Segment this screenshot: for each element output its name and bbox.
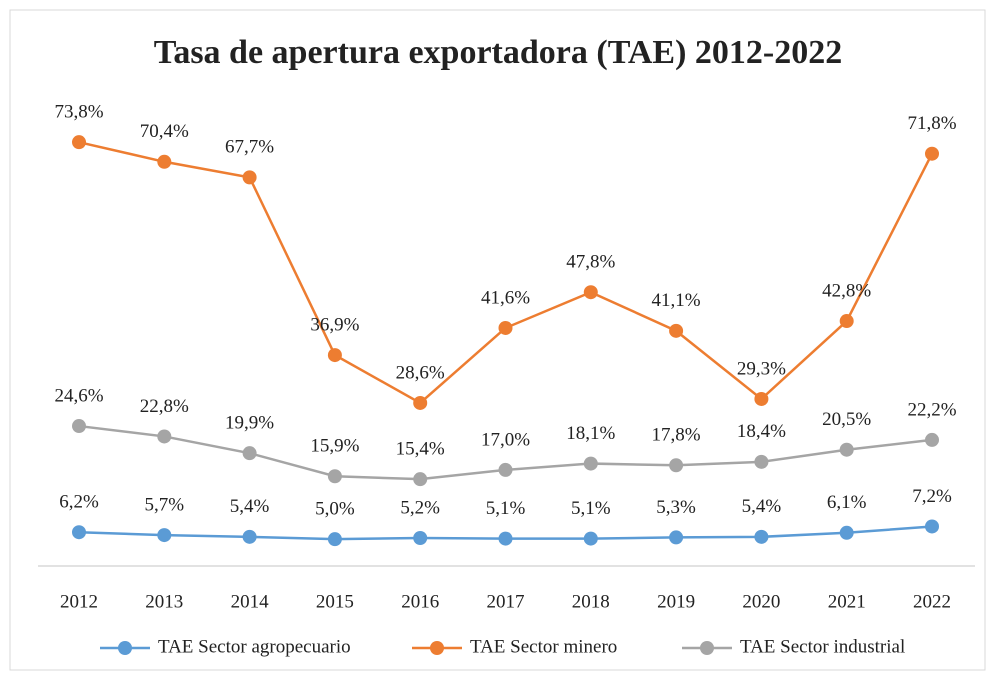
legend-label: TAE Sector industrial xyxy=(740,636,905,657)
data-label: 24,6% xyxy=(54,385,103,406)
data-label: 5,3% xyxy=(656,497,696,518)
point xyxy=(839,525,854,540)
x-tick-label: 2015 xyxy=(316,591,354,612)
data-label: 7,2% xyxy=(912,486,952,507)
data-label: 73,8% xyxy=(54,102,103,123)
data-label: 5,4% xyxy=(742,496,782,517)
data-label: 15,9% xyxy=(310,436,359,457)
data-label: 67,7% xyxy=(225,137,274,158)
x-tick-label: 2018 xyxy=(572,591,610,612)
data-label: 17,8% xyxy=(652,425,701,446)
data-label: 41,1% xyxy=(652,290,701,311)
point xyxy=(72,525,86,540)
x-tick-label: 2019 xyxy=(657,591,695,612)
legend-marker xyxy=(700,641,714,655)
point xyxy=(157,429,172,444)
point xyxy=(157,528,172,543)
point xyxy=(413,472,428,487)
data-label: 20,5% xyxy=(822,409,871,430)
point xyxy=(925,519,939,534)
point xyxy=(242,170,257,185)
point xyxy=(583,531,598,546)
data-label: 18,1% xyxy=(566,423,615,444)
data-label: 15,4% xyxy=(396,439,445,460)
data-label: 5,4% xyxy=(230,496,270,517)
data-label: 47,8% xyxy=(566,252,615,273)
data-label: 6,1% xyxy=(827,492,867,513)
point xyxy=(157,154,172,169)
data-label: 5,7% xyxy=(145,494,185,515)
data-label: 19,9% xyxy=(225,413,274,434)
point xyxy=(925,146,939,161)
x-tick-label: 2014 xyxy=(231,591,270,612)
point xyxy=(242,446,257,461)
point xyxy=(498,320,513,335)
point xyxy=(754,454,769,469)
point xyxy=(583,456,598,471)
point xyxy=(498,531,513,546)
point xyxy=(413,395,428,410)
data-label: 71,8% xyxy=(907,113,956,134)
data-label: 18,4% xyxy=(737,421,786,442)
legend-marker xyxy=(118,641,132,655)
point xyxy=(413,530,428,545)
point xyxy=(583,285,598,300)
point xyxy=(754,529,769,544)
data-label: 36,9% xyxy=(310,314,359,335)
x-tick-label: 2020 xyxy=(742,591,780,612)
point xyxy=(327,532,342,547)
point xyxy=(839,314,854,329)
x-tick-label: 2017 xyxy=(487,591,525,612)
data-label: 29,3% xyxy=(737,358,786,379)
x-tick-label: 2022 xyxy=(913,591,951,612)
point xyxy=(72,419,86,434)
point xyxy=(839,442,854,457)
point xyxy=(327,469,342,484)
x-tick-label: 2012 xyxy=(60,591,98,612)
point xyxy=(669,530,684,545)
point xyxy=(925,432,939,447)
legend-label: TAE Sector agropecuario xyxy=(158,636,351,657)
point xyxy=(669,323,684,338)
data-label: 5,0% xyxy=(315,499,355,520)
point xyxy=(242,529,257,544)
data-label: 28,6% xyxy=(396,362,445,383)
chart-title: Tasa de apertura exportadora (TAE) 2012-… xyxy=(154,34,842,71)
chart-border xyxy=(9,9,986,671)
point xyxy=(754,391,769,406)
point xyxy=(327,348,342,363)
data-label: 5,1% xyxy=(486,498,526,519)
point xyxy=(669,458,684,473)
legend-label: TAE Sector minero xyxy=(470,636,617,657)
x-tick-label: 2021 xyxy=(828,591,866,612)
legend-marker xyxy=(430,641,444,655)
data-label: 5,2% xyxy=(400,497,440,518)
data-label: 41,6% xyxy=(481,287,530,308)
x-tick-label: 2013 xyxy=(145,591,183,612)
data-label: 17,0% xyxy=(481,429,530,450)
data-label: 6,2% xyxy=(59,492,99,513)
point xyxy=(72,135,86,150)
data-label: 22,2% xyxy=(907,399,956,420)
x-tick-label: 2016 xyxy=(401,591,439,612)
data-label: 22,8% xyxy=(140,396,189,417)
data-label: 5,1% xyxy=(571,498,611,519)
point xyxy=(498,462,513,477)
data-label: 42,8% xyxy=(822,280,871,301)
data-label: 70,4% xyxy=(140,121,189,142)
